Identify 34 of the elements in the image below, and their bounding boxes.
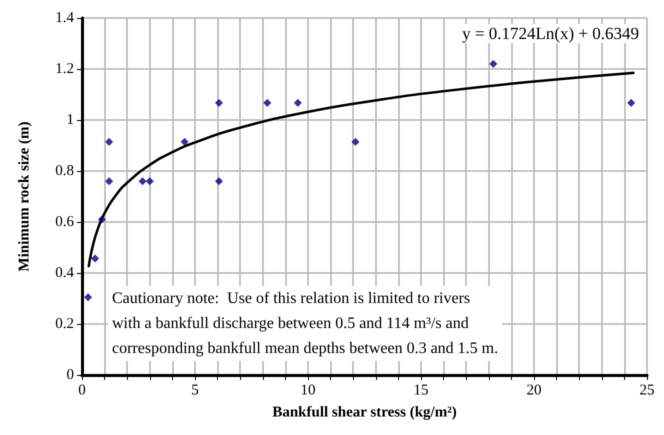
y-tick-label: 1.2	[55, 61, 74, 77]
point	[214, 177, 223, 186]
point	[91, 254, 100, 262]
x-tick-label: 15	[414, 382, 428, 398]
point	[351, 138, 360, 146]
y-tick-label: 0.8	[55, 163, 74, 179]
y-tick-label: 0	[66, 367, 74, 383]
x-tick-label: 10	[300, 382, 316, 398]
point	[489, 60, 498, 68]
x-axis-title: Bankfull shear stress (kg/m²)	[272, 404, 457, 420]
x-tick-label: 25	[640, 382, 654, 398]
point	[105, 177, 114, 186]
y-tick-label: 0.6	[55, 214, 74, 230]
point	[105, 138, 114, 146]
point	[294, 98, 302, 107]
annotation: y = 0.1724Ln(x) + 0.6349	[462, 24, 640, 43]
y-axis-title: Minimum rock size (m)	[16, 121, 32, 272]
line-series	[88, 72, 635, 268]
y-tick-label: 0.2	[55, 316, 74, 332]
point	[98, 215, 106, 224]
point	[146, 177, 154, 186]
y-tick-label: 0.4	[55, 265, 74, 281]
x-tick-label: 20	[526, 382, 542, 398]
point	[214, 98, 223, 107]
point	[263, 98, 272, 107]
x-tick-label: 5	[191, 382, 199, 398]
annotation: Cautionary note: Use of this relation is limited to rivers with a bankfull discharge between 0.5 and 114 m³/s and corresponding bankfull mean depths between 0.3 and 1.5 m.	[112, 290, 498, 357]
point	[84, 293, 92, 302]
point	[180, 138, 189, 146]
y-tick-label: 1	[66, 112, 74, 128]
point	[138, 177, 147, 186]
point	[627, 98, 636, 107]
y-tick-label: 1.4	[55, 10, 74, 26]
x-tick-label: 0	[78, 382, 86, 398]
